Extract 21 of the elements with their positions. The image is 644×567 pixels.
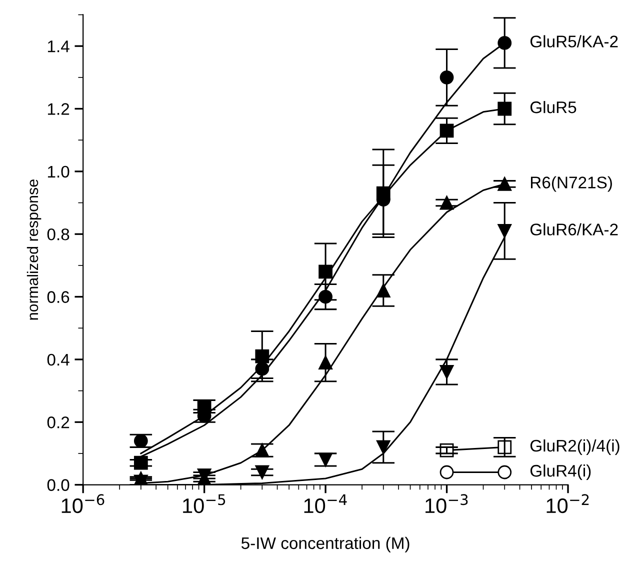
series-label: R6(N721S) [530, 176, 612, 192]
series-label: GluR6/KA-2 [530, 223, 618, 236]
x-tick-label: 10$^{−3}$ [426, 494, 468, 514]
y-tick-label: 0.2 [47, 416, 70, 428]
x-tick-label: 10$^{−2}$ [546, 494, 589, 514]
y-tick-label: 0.8 [47, 228, 70, 240]
y-tick-label: 1.0 [48, 166, 70, 178]
x-tick-label: 10$^{−4}$ [304, 494, 347, 514]
y-tick-label: 1.4 [48, 40, 70, 52]
series-label: GluR4(i) [530, 464, 591, 480]
x-tick-label: 10$^{−6}$ [62, 494, 104, 514]
series-label: GluR5/KA-2 [530, 35, 618, 48]
series-label: GluR5 [530, 100, 576, 114]
x-axis-title: 5-IW concentration (M) [241, 536, 410, 552]
y-tick-label: 0.6 [47, 291, 70, 303]
y-tick-label: 0.4 [47, 354, 70, 366]
series-label: GluR2(i)/4(i) [530, 439, 620, 455]
y-tick-label: 0.0 [47, 479, 70, 491]
y-tick-label: 1.2 [48, 103, 70, 115]
x-tick-label: 10$^{−5}$ [183, 494, 226, 514]
y-axis-title: normalized response [26, 180, 42, 320]
